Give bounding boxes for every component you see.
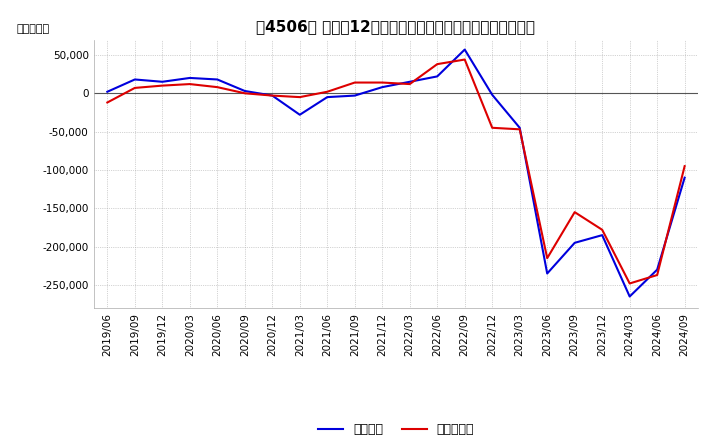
- 経常利益: [378, 84, 387, 90]
- 経常利益: [103, 89, 112, 95]
- 当期純利益: [130, 85, 139, 91]
- 当期純利益: [295, 95, 304, 100]
- Y-axis label: （百万円）: （百万円）: [17, 24, 50, 34]
- 経常利益: [516, 125, 524, 130]
- 経常利益: [598, 232, 606, 238]
- Legend: 経常利益, 当期純利益: 経常利益, 当期純利益: [313, 418, 479, 440]
- 当期純利益: [186, 81, 194, 87]
- 当期純利益: [268, 93, 276, 98]
- 経常利益: [543, 271, 552, 276]
- 当期純利益: [405, 81, 414, 87]
- 当期純利益: [351, 80, 359, 85]
- 経常利益: [186, 75, 194, 81]
- 当期純利益: [213, 84, 222, 90]
- 当期純利益: [543, 256, 552, 261]
- 当期純利益: [103, 100, 112, 105]
- 経常利益: [295, 112, 304, 117]
- 当期純利益: [680, 164, 689, 169]
- 経常利益: [405, 79, 414, 84]
- 経常利益: [158, 79, 166, 84]
- 当期純利益: [488, 125, 497, 130]
- 当期純利益: [626, 281, 634, 286]
- 当期純利益: [158, 83, 166, 88]
- 経常利益: [351, 93, 359, 98]
- 当期純利益: [570, 209, 579, 215]
- 経常利益: [268, 93, 276, 98]
- 経常利益: [323, 95, 332, 100]
- Line: 経常利益: 経常利益: [107, 50, 685, 297]
- 経常利益: [213, 77, 222, 82]
- 当期純利益: [240, 91, 249, 96]
- 当期純利益: [378, 80, 387, 85]
- 経常利益: [488, 92, 497, 97]
- 経常利益: [680, 175, 689, 180]
- 経常利益: [433, 74, 441, 79]
- 当期純利益: [460, 57, 469, 62]
- 当期純利益: [433, 62, 441, 67]
- Line: 当期純利益: 当期純利益: [107, 59, 685, 283]
- Title: ［4506］ 利益の12か月移動合計の対前年同期増減額の推移: ［4506］ 利益の12か月移動合計の対前年同期増減額の推移: [256, 19, 536, 34]
- 経常利益: [626, 294, 634, 299]
- 経常利益: [460, 47, 469, 52]
- 経常利益: [653, 267, 662, 272]
- 当期純利益: [323, 89, 332, 95]
- 当期純利益: [653, 272, 662, 278]
- 当期純利益: [516, 127, 524, 132]
- 当期純利益: [598, 227, 606, 232]
- 経常利益: [240, 88, 249, 94]
- 経常利益: [570, 240, 579, 246]
- 経常利益: [130, 77, 139, 82]
